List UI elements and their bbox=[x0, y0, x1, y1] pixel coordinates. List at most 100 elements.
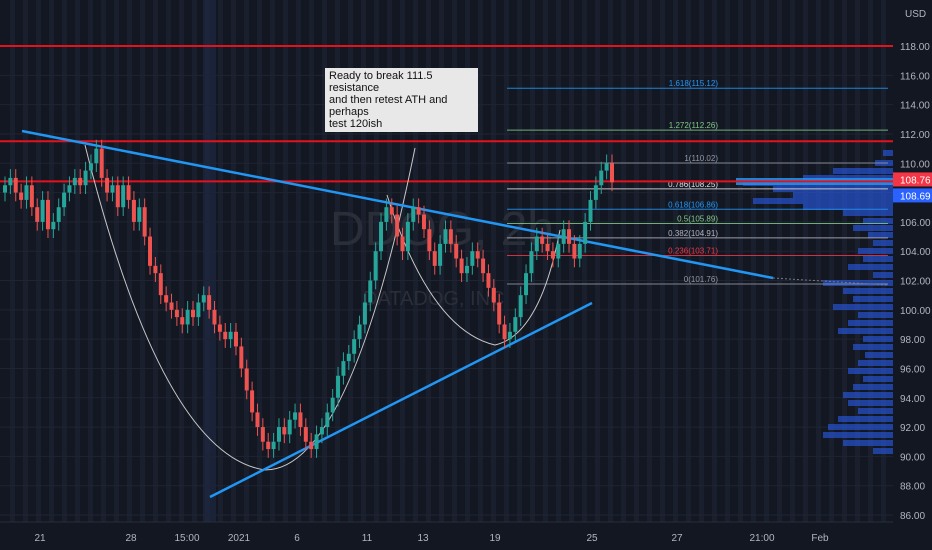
session-stripe bbox=[712, 0, 717, 522]
candle-body bbox=[276, 427, 281, 442]
price-tick-label: 96.00 bbox=[900, 364, 925, 375]
session-stripe bbox=[699, 0, 704, 522]
candle-body bbox=[35, 207, 40, 222]
time-tick-label: 6 bbox=[294, 533, 300, 544]
session-stripe bbox=[49, 0, 54, 522]
candle-body bbox=[481, 258, 486, 274]
volume-profile-bar bbox=[793, 192, 893, 198]
candle-body bbox=[105, 177, 110, 193]
candle-body bbox=[196, 302, 201, 318]
session-stripe bbox=[348, 0, 353, 522]
candle-body bbox=[110, 185, 115, 193]
fib-level-label: 0.786(108.25) bbox=[668, 180, 718, 189]
session-stripe bbox=[517, 0, 522, 522]
candle-body bbox=[164, 295, 169, 303]
session-stripe bbox=[244, 0, 249, 522]
volume-profile-bar bbox=[883, 150, 893, 156]
candle-body bbox=[24, 185, 29, 200]
candle-body bbox=[497, 302, 502, 325]
fibonacci-extension[interactable]: 1.618(115.12) 1.272(112.26) 1(110.02) 0.786… bbox=[507, 79, 888, 285]
volume-profile-bar bbox=[753, 198, 893, 204]
price-tag-label: 108.76 bbox=[900, 175, 931, 186]
volume-profile-bar bbox=[833, 304, 893, 310]
candle-body bbox=[459, 258, 464, 274]
candle-body bbox=[51, 221, 56, 230]
volume-profile-bar bbox=[863, 256, 893, 262]
fib-level-label: 0.236(103.71) bbox=[668, 246, 718, 255]
candle-body bbox=[131, 199, 136, 222]
price-tick-label: 94.00 bbox=[900, 394, 925, 405]
session-stripe bbox=[387, 0, 392, 522]
trendline-extension[interactable] bbox=[772, 277, 889, 286]
volume-profile-bar bbox=[843, 288, 893, 294]
price-tick-label: 86.00 bbox=[900, 511, 925, 522]
candle-body bbox=[379, 221, 384, 252]
candle-body bbox=[62, 192, 67, 208]
candle-body bbox=[572, 243, 577, 259]
volume-profile-bar bbox=[863, 336, 893, 342]
candle-body bbox=[470, 251, 475, 266]
price-tick-label: 90.00 bbox=[900, 452, 925, 463]
price-axis[interactable]: USD 118.00116.00114.00112.00110.00108.00… bbox=[893, 0, 932, 522]
candle-body bbox=[518, 295, 523, 318]
session-stripe bbox=[75, 0, 80, 522]
trend-lines[interactable] bbox=[21, 129, 889, 499]
candle-body bbox=[389, 207, 394, 215]
fib-level-label: 0.618(106.86) bbox=[668, 200, 718, 209]
candle-body bbox=[373, 251, 378, 281]
session-stripe bbox=[140, 0, 145, 522]
candle-body bbox=[583, 221, 588, 244]
candle-body bbox=[78, 177, 83, 186]
candle-body bbox=[368, 280, 373, 303]
session-stripe bbox=[543, 0, 548, 522]
volume-profile-bar bbox=[843, 210, 893, 216]
volume-profile-bar bbox=[828, 424, 893, 430]
session-stripe bbox=[465, 0, 470, 522]
fib-level-label: 0.5(105.89) bbox=[677, 214, 718, 223]
descending-trendline[interactable] bbox=[21, 129, 774, 280]
price-tags: 108.76 108.69 bbox=[893, 172, 932, 203]
price-tick-label: 92.00 bbox=[900, 423, 925, 434]
candle-body bbox=[362, 302, 367, 325]
price-tick-label: 118.00 bbox=[900, 42, 930, 53]
volume-profile-bar bbox=[848, 368, 893, 374]
annotation-note[interactable]: Ready to break 111.5 resistance and then… bbox=[325, 68, 478, 132]
volume-profile-bar bbox=[853, 344, 893, 350]
candle-body bbox=[540, 236, 545, 244]
time-axis[interactable]: 21 28 15:00 2021 6 11 13 19 25 27 21:00 Feb bbox=[0, 521, 932, 550]
candle-body bbox=[293, 412, 298, 420]
session-stripe bbox=[231, 0, 236, 522]
session-stripe bbox=[504, 0, 509, 522]
volume-profile-bar bbox=[838, 328, 893, 334]
session-stripe bbox=[452, 0, 457, 522]
candle-body bbox=[94, 148, 99, 164]
handle-curve[interactable] bbox=[386, 194, 561, 346]
candle-body bbox=[239, 346, 244, 369]
candle-body bbox=[556, 243, 561, 259]
volume-profile-bar bbox=[848, 400, 893, 406]
session-stripe bbox=[88, 0, 93, 522]
session-stripe bbox=[413, 0, 418, 522]
ascending-trendline[interactable] bbox=[209, 301, 593, 499]
session-stripe bbox=[478, 0, 483, 522]
candle-body bbox=[266, 441, 271, 450]
time-tick-label: 25 bbox=[586, 533, 598, 544]
session-stripe bbox=[192, 0, 197, 522]
candle-body bbox=[169, 302, 174, 310]
session-stripe bbox=[218, 0, 223, 522]
session-stripe bbox=[491, 0, 496, 522]
time-tick-label: 19 bbox=[489, 533, 501, 544]
candle-body bbox=[599, 170, 604, 186]
fib-level-label: 0(101.76) bbox=[684, 275, 719, 284]
fib-level-label: 1.272(112.26) bbox=[669, 121, 719, 130]
volume-profile-bar bbox=[858, 360, 893, 366]
candle-body bbox=[45, 199, 50, 230]
candle-body bbox=[99, 148, 104, 178]
resistance-lines[interactable] bbox=[0, 45, 893, 183]
price-tag-label: 108.69 bbox=[900, 191, 931, 202]
candle-body bbox=[223, 331, 228, 340]
volume-profile-bar bbox=[858, 312, 893, 318]
candle-body bbox=[427, 229, 432, 252]
